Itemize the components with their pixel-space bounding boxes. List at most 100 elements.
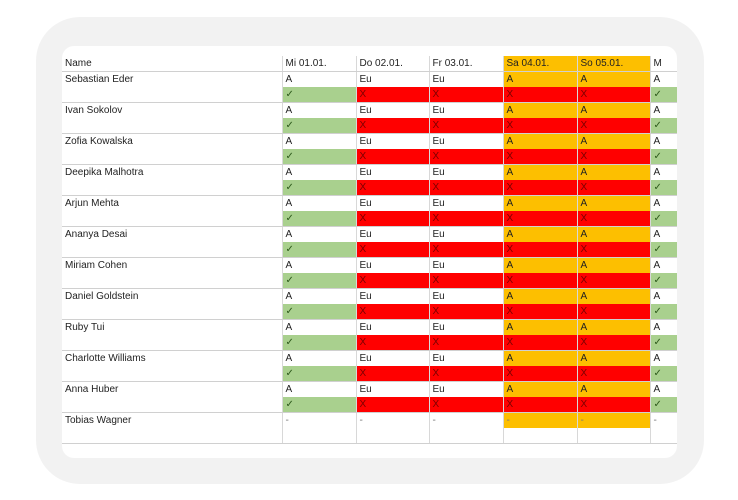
conflict-cell[interactable]: X bbox=[428, 335, 503, 351]
shift-cell[interactable]: Eu bbox=[355, 195, 429, 211]
employee-name[interactable]: Ivan Sokolov bbox=[65, 105, 123, 116]
conflict-cell[interactable]: X bbox=[576, 335, 650, 351]
conflict-cell[interactable]: X bbox=[576, 118, 650, 134]
shift-cell[interactable]: - bbox=[281, 412, 356, 428]
shift-cell[interactable]: A bbox=[649, 226, 677, 242]
shift-cell[interactable]: A bbox=[649, 71, 677, 87]
shift-cell[interactable]: A bbox=[576, 102, 650, 118]
ok-cell[interactable]: ✓ bbox=[281, 304, 356, 320]
shift-cell[interactable]: - bbox=[428, 412, 503, 428]
conflict-cell[interactable]: X bbox=[576, 211, 650, 227]
shift-cell[interactable]: - bbox=[355, 412, 429, 428]
shift-cell[interactable]: A bbox=[649, 319, 677, 335]
shift-cell[interactable]: Eu bbox=[355, 226, 429, 242]
shift-cell[interactable]: A bbox=[576, 257, 650, 273]
conflict-cell[interactable]: X bbox=[355, 149, 429, 165]
conflict-cell[interactable]: X bbox=[576, 242, 650, 258]
ok-cell[interactable]: ✓ bbox=[649, 397, 677, 413]
status-cell-empty[interactable] bbox=[281, 428, 356, 444]
ok-cell[interactable]: ✓ bbox=[281, 211, 356, 227]
shift-cell[interactable]: Eu bbox=[355, 381, 429, 397]
shift-cell[interactable]: A bbox=[281, 195, 356, 211]
conflict-cell[interactable]: X bbox=[355, 87, 429, 103]
shift-cell[interactable]: A bbox=[502, 350, 577, 366]
ok-cell[interactable]: ✓ bbox=[649, 87, 677, 103]
conflict-cell[interactable]: X bbox=[428, 304, 503, 320]
shift-cell[interactable]: A bbox=[649, 381, 677, 397]
ok-cell[interactable]: ✓ bbox=[281, 335, 356, 351]
shift-cell[interactable]: A bbox=[502, 288, 577, 304]
shift-cell[interactable]: A bbox=[281, 319, 356, 335]
shift-cell[interactable]: Eu bbox=[355, 288, 429, 304]
conflict-cell[interactable]: X bbox=[502, 397, 577, 413]
shift-cell[interactable]: Eu bbox=[428, 133, 503, 149]
shift-cell[interactable]: Eu bbox=[355, 133, 429, 149]
shift-cell[interactable]: Eu bbox=[428, 288, 503, 304]
ok-cell[interactable]: ✓ bbox=[281, 397, 356, 413]
conflict-cell[interactable]: X bbox=[428, 180, 503, 196]
shift-cell[interactable]: A bbox=[502, 195, 577, 211]
shift-cell[interactable]: A bbox=[576, 288, 650, 304]
shift-cell[interactable]: A bbox=[649, 102, 677, 118]
conflict-cell[interactable]: X bbox=[576, 304, 650, 320]
conflict-cell[interactable]: X bbox=[502, 242, 577, 258]
shift-cell[interactable]: A bbox=[281, 381, 356, 397]
ok-cell[interactable]: ✓ bbox=[281, 242, 356, 258]
shift-cell[interactable]: A bbox=[502, 319, 577, 335]
conflict-cell[interactable]: X bbox=[502, 87, 577, 103]
conflict-cell[interactable]: X bbox=[428, 118, 503, 134]
shift-cell[interactable]: A bbox=[649, 288, 677, 304]
employee-name[interactable]: Charlotte Williams bbox=[65, 353, 146, 364]
ok-cell[interactable]: ✓ bbox=[281, 180, 356, 196]
conflict-cell[interactable]: X bbox=[355, 242, 429, 258]
shift-cell[interactable]: Eu bbox=[428, 257, 503, 273]
conflict-cell[interactable]: X bbox=[355, 366, 429, 382]
shift-cell[interactable]: Eu bbox=[428, 350, 503, 366]
shift-cell[interactable]: Eu bbox=[428, 102, 503, 118]
shift-cell[interactable]: A bbox=[502, 133, 577, 149]
ok-cell[interactable]: ✓ bbox=[649, 273, 677, 289]
conflict-cell[interactable]: X bbox=[502, 149, 577, 165]
employee-name[interactable]: Zofia Kowalska bbox=[65, 136, 133, 147]
employee-name[interactable]: Deepika Malhotra bbox=[65, 167, 144, 178]
shift-cell[interactable]: A bbox=[502, 164, 577, 180]
shift-cell[interactable]: Eu bbox=[355, 102, 429, 118]
shift-cell[interactable]: A bbox=[576, 350, 650, 366]
shift-cell[interactable]: A bbox=[576, 71, 650, 87]
ok-cell[interactable]: ✓ bbox=[281, 366, 356, 382]
shift-cell[interactable]: A bbox=[649, 350, 677, 366]
shift-cell[interactable]: Eu bbox=[428, 381, 503, 397]
shift-cell[interactable]: A bbox=[576, 381, 650, 397]
shift-cell[interactable]: Eu bbox=[428, 164, 503, 180]
conflict-cell[interactable]: X bbox=[502, 118, 577, 134]
status-cell-empty[interactable] bbox=[649, 428, 677, 444]
shift-cell[interactable]: A bbox=[649, 133, 677, 149]
shift-cell[interactable]: A bbox=[576, 319, 650, 335]
shift-cell[interactable]: Eu bbox=[428, 226, 503, 242]
ok-cell[interactable]: ✓ bbox=[281, 118, 356, 134]
ok-cell[interactable]: ✓ bbox=[649, 211, 677, 227]
ok-cell[interactable]: ✓ bbox=[281, 273, 356, 289]
conflict-cell[interactable]: X bbox=[502, 180, 577, 196]
shift-cell[interactable]: A bbox=[502, 102, 577, 118]
conflict-cell[interactable]: X bbox=[355, 211, 429, 227]
conflict-cell[interactable]: X bbox=[428, 87, 503, 103]
conflict-cell[interactable]: X bbox=[355, 397, 429, 413]
conflict-cell[interactable]: X bbox=[502, 211, 577, 227]
conflict-cell[interactable]: X bbox=[355, 118, 429, 134]
shift-cell[interactable]: A bbox=[281, 226, 356, 242]
shift-cell[interactable]: A bbox=[576, 195, 650, 211]
employee-name[interactable]: Sebastian Eder bbox=[65, 74, 134, 85]
employee-name[interactable]: Ruby Tui bbox=[65, 322, 105, 333]
conflict-cell[interactable]: X bbox=[355, 273, 429, 289]
ok-cell[interactable]: ✓ bbox=[281, 87, 356, 103]
shift-cell[interactable]: A bbox=[502, 257, 577, 273]
shift-cell[interactable]: - bbox=[576, 412, 650, 428]
conflict-cell[interactable]: X bbox=[428, 397, 503, 413]
employee-name[interactable]: Daniel Goldstein bbox=[65, 291, 139, 302]
shift-cell[interactable]: Eu bbox=[355, 71, 429, 87]
conflict-cell[interactable]: X bbox=[428, 366, 503, 382]
ok-cell[interactable]: ✓ bbox=[649, 335, 677, 351]
ok-cell[interactable]: ✓ bbox=[649, 242, 677, 258]
conflict-cell[interactable]: X bbox=[428, 242, 503, 258]
